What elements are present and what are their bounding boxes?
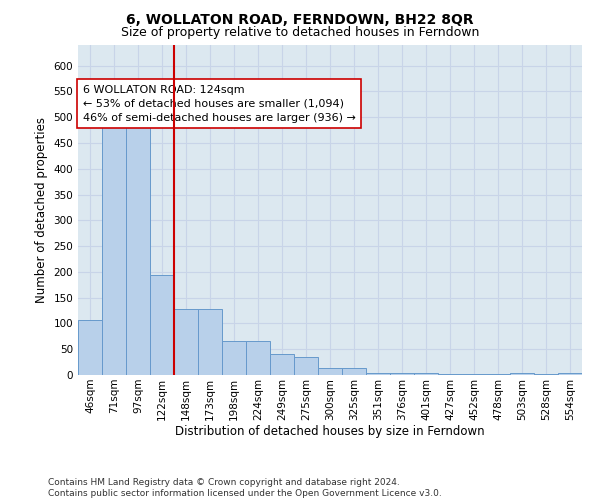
Bar xyxy=(414,373,438,375)
Y-axis label: Number of detached properties: Number of detached properties xyxy=(35,117,48,303)
Bar xyxy=(390,373,414,375)
Bar xyxy=(174,309,198,375)
Bar xyxy=(198,309,222,375)
Bar xyxy=(534,374,558,375)
X-axis label: Distribution of detached houses by size in Ferndown: Distribution of detached houses by size … xyxy=(175,426,485,438)
Text: Contains HM Land Registry data © Crown copyright and database right 2024.
Contai: Contains HM Land Registry data © Crown c… xyxy=(48,478,442,498)
Bar xyxy=(270,354,294,375)
Bar xyxy=(366,373,390,375)
Bar xyxy=(102,124,126,375)
Bar xyxy=(126,126,150,375)
Bar xyxy=(558,373,582,375)
Bar xyxy=(462,374,486,375)
Bar xyxy=(486,374,510,375)
Bar xyxy=(222,342,246,375)
Bar xyxy=(78,320,102,375)
Text: 6, WOLLATON ROAD, FERNDOWN, BH22 8QR: 6, WOLLATON ROAD, FERNDOWN, BH22 8QR xyxy=(126,12,474,26)
Text: 6 WOLLATON ROAD: 124sqm
← 53% of detached houses are smaller (1,094)
46% of semi: 6 WOLLATON ROAD: 124sqm ← 53% of detache… xyxy=(83,84,356,122)
Bar xyxy=(342,368,366,375)
Bar xyxy=(246,342,270,375)
Bar xyxy=(150,276,174,375)
Bar xyxy=(510,373,534,375)
Bar xyxy=(294,357,318,375)
Bar xyxy=(438,374,462,375)
Bar xyxy=(318,368,342,375)
Text: Size of property relative to detached houses in Ferndown: Size of property relative to detached ho… xyxy=(121,26,479,39)
